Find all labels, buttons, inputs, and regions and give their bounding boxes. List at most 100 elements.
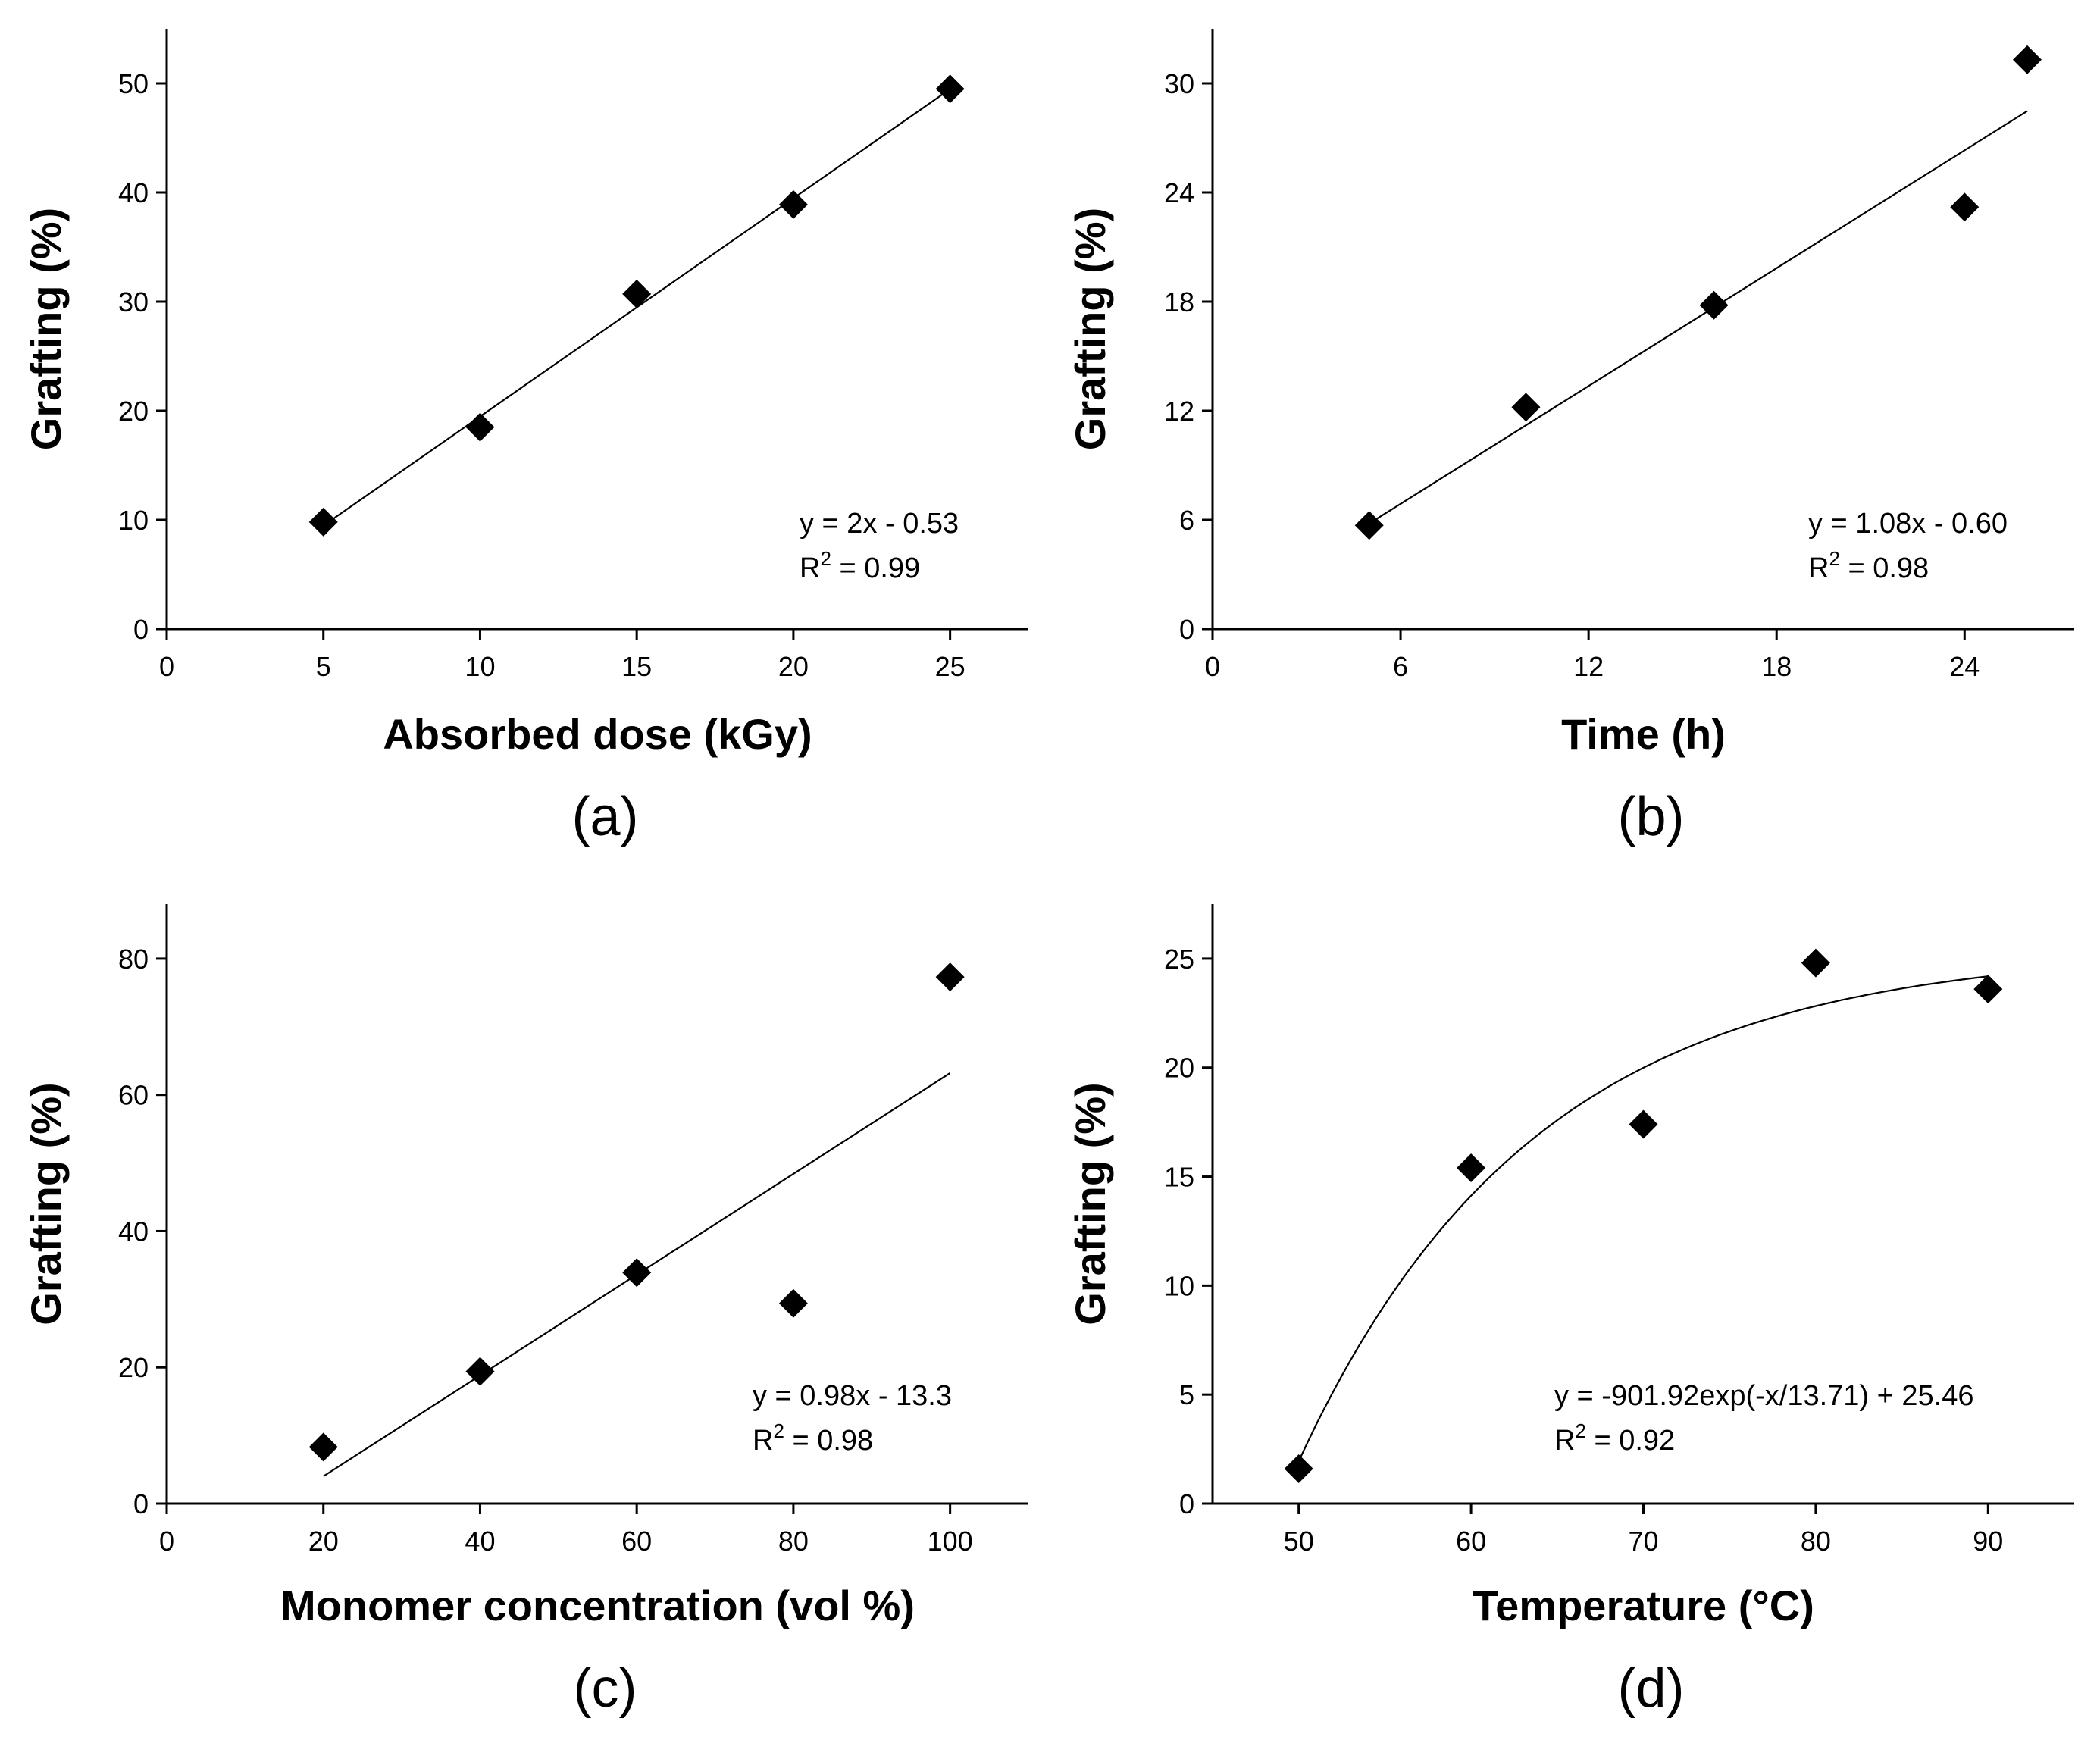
data-point	[308, 507, 338, 537]
y-tick-label: 18	[1164, 286, 1194, 318]
data-point	[1973, 975, 2003, 1004]
r-squared-symbol: R	[1808, 552, 1829, 584]
chart-panel-1: 0 5 10 15 20 25 0 10 20 30 40 50 Absorbed dose (kGy)…	[22, 29, 1028, 847]
y-tick-label: 6	[1179, 505, 1194, 536]
x-tick-label: 24	[1949, 651, 1980, 682]
r-squared-exponent: 2	[1575, 1419, 1585, 1442]
x-tick-label: 25	[935, 651, 965, 682]
x-tick-label: 100	[928, 1526, 973, 1557]
r-squared-symbol: R	[800, 552, 820, 584]
data-point	[1699, 290, 1729, 320]
x-tick-label: 20	[778, 651, 809, 682]
x-tick-label: 20	[308, 1526, 339, 1557]
r-squared-exponent: 2	[820, 547, 831, 570]
r-squared-symbol: R	[753, 1425, 773, 1457]
x-tick-label: 80	[778, 1526, 809, 1557]
chart-panel-4: 50 60 70 80 90 0 5 10 15 20 25 Temperature (°C) Graf…	[1066, 904, 2074, 1719]
x-tick-label: 10	[465, 651, 495, 682]
data-point	[465, 1357, 495, 1386]
r-squared-value: = 0.98	[1840, 552, 1929, 584]
y-tick-label: 20	[118, 396, 149, 427]
x-tick-label: 60	[621, 1526, 652, 1557]
data-point	[935, 962, 965, 992]
r-squared-value: = 0.98	[784, 1425, 873, 1457]
chart-panel-3: 0 20 40 60 80 100 0 20 40 60 80 Monomer concentrati…	[22, 904, 1028, 1719]
y-tick-label: 0	[1179, 614, 1194, 645]
data-point	[622, 279, 652, 308]
x-tick-label: 15	[621, 651, 652, 682]
x-tick-label: 90	[1973, 1526, 2003, 1557]
chart-panel-2: 0 6 12 18 24 0 6 12 18 24 30 Time (h) Grafting (%) (b…	[1066, 29, 2074, 847]
r-squared: R2 = 0.99	[800, 547, 920, 584]
data-point	[778, 189, 808, 219]
panel-label: (a)	[572, 787, 639, 847]
r-squared: R2 = 0.98	[1808, 547, 1929, 584]
data-point	[1284, 1454, 1313, 1483]
panel-label: (d)	[1618, 1658, 1685, 1719]
x-tick-label: 0	[159, 1526, 174, 1557]
x-tick-label: 5	[316, 651, 331, 682]
r-squared-symbol: R	[1554, 1425, 1575, 1457]
x-tick-label: 40	[465, 1526, 495, 1557]
y-tick-label: 40	[118, 1216, 149, 1247]
r-squared-value: = 0.99	[831, 552, 920, 584]
r-squared: R2 = 0.92	[1554, 1419, 1675, 1457]
y-axis-title: Grafting (%)	[1066, 1082, 1114, 1325]
data-point	[1801, 948, 1830, 978]
y-tick-label: 50	[118, 68, 149, 99]
y-tick-label: 10	[1164, 1270, 1194, 1301]
fit-equation: y = 2x - 0.53	[800, 508, 959, 540]
x-axis-title: Temperature (°C)	[1473, 1582, 1814, 1629]
y-tick-label: 30	[1164, 68, 1194, 99]
x-tick-label: 0	[1205, 651, 1220, 682]
x-tick-label: 12	[1573, 651, 1604, 682]
y-tick-label: 10	[118, 505, 149, 536]
r-squared: R2 = 0.98	[753, 1419, 873, 1457]
data-point	[1511, 393, 1541, 422]
x-tick-label: 80	[1801, 1526, 1831, 1557]
y-tick-label: 24	[1164, 177, 1194, 208]
y-axis-title: Grafting (%)	[1066, 208, 1114, 450]
fit-equation: y = 0.98x - 13.3	[753, 1380, 952, 1412]
r-squared-exponent: 2	[773, 1419, 784, 1442]
fit-line	[1369, 110, 2028, 524]
y-tick-label: 60	[118, 1080, 149, 1111]
r-squared-exponent: 2	[1829, 547, 1839, 570]
fit-equation: y = -901.92exp(-x/13.71) + 25.46	[1554, 1380, 1973, 1412]
y-tick-label: 30	[118, 286, 149, 318]
data-point	[465, 412, 495, 442]
data-point	[1354, 511, 1384, 540]
data-point	[778, 1288, 808, 1318]
data-point	[1629, 1109, 1658, 1139]
data-point	[935, 74, 965, 104]
y-tick-label: 25	[1164, 944, 1194, 975]
fit-equation: y = 1.08x - 0.60	[1808, 508, 2008, 540]
y-tick-label: 20	[1164, 1053, 1194, 1084]
fit-line	[1297, 975, 1989, 1462]
y-tick-label: 40	[118, 177, 149, 208]
data-point	[2012, 45, 2042, 74]
x-axis-title: Time (h)	[1561, 710, 1726, 758]
y-axis-title: Grafting (%)	[22, 1082, 70, 1325]
x-axis-title: Monomer concentration (vol %)	[280, 1582, 915, 1629]
r-squared-value: = 0.92	[1586, 1425, 1675, 1457]
data-point	[308, 1432, 338, 1462]
y-tick-label: 80	[118, 944, 149, 975]
y-tick-label: 0	[1179, 1488, 1194, 1519]
panel-label: (b)	[1618, 787, 1685, 847]
y-tick-label: 15	[1164, 1162, 1194, 1193]
x-tick-label: 60	[1456, 1526, 1486, 1557]
y-tick-label: 5	[1179, 1379, 1194, 1410]
data-point	[622, 1258, 652, 1288]
x-tick-label: 6	[1393, 651, 1408, 682]
y-tick-label: 0	[133, 614, 149, 645]
x-tick-label: 50	[1284, 1526, 1314, 1557]
y-axis-title: Grafting (%)	[22, 208, 70, 450]
y-tick-label: 12	[1164, 396, 1194, 427]
x-tick-label: 0	[159, 651, 174, 682]
y-tick-label: 20	[118, 1352, 149, 1383]
data-point	[1457, 1153, 1486, 1183]
y-tick-label: 0	[133, 1488, 149, 1519]
x-axis-title: Absorbed dose (kGy)	[383, 710, 812, 758]
